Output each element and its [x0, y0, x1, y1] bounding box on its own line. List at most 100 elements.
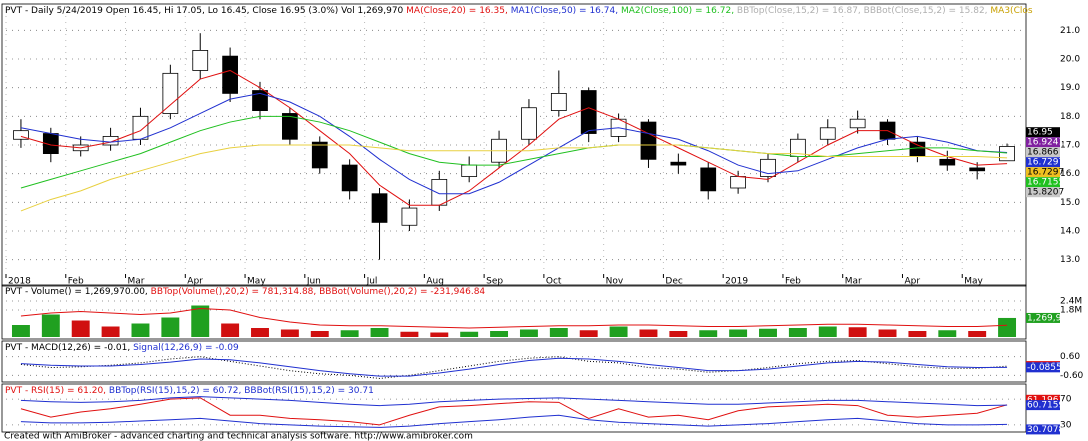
- candle-body: [819, 127, 836, 140]
- panel-header: PVT - RSI(15) = 61.20, BBTop(RSI(15),15,…: [5, 386, 374, 396]
- y-tick-label: 70: [1060, 395, 1072, 405]
- volume-bar: [490, 331, 509, 337]
- value-tag-label: 16.95: [1027, 128, 1053, 138]
- header-part: MA2(Close,100) = 16.72,: [621, 6, 737, 16]
- volume-bar: [161, 317, 180, 337]
- value-tag: [1026, 177, 1060, 188]
- y-tick-label: 21.0: [1060, 26, 1080, 36]
- volume-bar: [878, 329, 897, 337]
- volume-bar: [818, 326, 837, 337]
- volume-bar: [549, 328, 568, 337]
- value-tag: [1026, 167, 1060, 178]
- candle-body: [431, 178, 448, 206]
- header-part: BBTop(RSI(15),15,2) = 60.72,: [109, 386, 244, 396]
- volume-bar: [400, 331, 419, 337]
- candle-body: [461, 164, 478, 177]
- value-tag-label: 16.866: [1027, 148, 1059, 158]
- header-part: MA1(Close,50) = 16.74,: [511, 6, 621, 16]
- series-line: [20, 397, 1008, 426]
- header-part: BBBot(Volume(),20,2) = -231,946.84: [319, 287, 485, 297]
- series-line: [20, 414, 1008, 428]
- header-part: MA(Close,20) = 16.35,: [406, 6, 511, 16]
- header-part: PVT - Volume() = 1,269,970.00,: [5, 287, 151, 297]
- volume-bar: [669, 331, 688, 337]
- volume-bar: [460, 331, 479, 337]
- candle-body: [939, 158, 956, 166]
- header-part: Signal(12,26,9) = -0.09: [133, 343, 239, 353]
- volume-bar: [848, 327, 867, 337]
- y-tick-label: -0.60: [1060, 371, 1084, 381]
- candle-body: [252, 90, 268, 111]
- header-part: BBTop(Close,15,2) = 16.87, BBBot(Close,1…: [737, 6, 990, 16]
- x-tick-label: Aug: [426, 277, 444, 287]
- x-tick-label: Nov: [606, 277, 624, 287]
- series-line: [20, 92, 1008, 195]
- candle-body: [311, 141, 328, 169]
- volume-bar: [41, 314, 60, 337]
- header-part: MA3(Clos: [990, 6, 1032, 16]
- y-tick-label: 20.0: [1060, 55, 1080, 65]
- volume-bar: [131, 323, 150, 337]
- series-line: [20, 307, 1008, 329]
- candle-body: [909, 141, 926, 157]
- y-tick-label: 16.0: [1060, 169, 1080, 179]
- value-tag-label: 15.8207: [1027, 188, 1064, 198]
- candle-body: [132, 115, 149, 140]
- volume-bar: [71, 320, 90, 337]
- y-tick-label: 17.0: [1060, 141, 1080, 151]
- x-tick-label: May: [964, 277, 983, 287]
- y-tick-label: 1.8M: [1060, 306, 1082, 316]
- x-tick-label: Dec: [665, 277, 682, 287]
- volume-bar: [191, 305, 210, 337]
- y-tick-label: 19.0: [1060, 83, 1080, 93]
- value-tag: [1026, 157, 1060, 168]
- volume-bar: [998, 317, 1017, 337]
- x-tick-label: Jul: [366, 277, 378, 287]
- header-part: BBTop(Volume(),20,2) = 781,314.88,: [151, 287, 319, 297]
- candle-body: [730, 176, 746, 189]
- volume-bar: [310, 331, 329, 337]
- y-tick-label: 0.60: [1060, 352, 1080, 362]
- volume-bar: [11, 325, 30, 337]
- value-tag: [1026, 187, 1060, 198]
- series-line: [20, 115, 1008, 189]
- volume-bar: [430, 332, 449, 337]
- candle-body: [521, 107, 537, 140]
- candle-body: [550, 93, 567, 112]
- volume-bar: [370, 328, 389, 337]
- volume-bar: [938, 330, 957, 337]
- volume-bar: [340, 330, 359, 337]
- candle-body: [102, 135, 119, 146]
- value-tag-label: 30.7078: [1027, 425, 1064, 435]
- volume-bar: [221, 323, 240, 337]
- y-tick-label: 15.0: [1060, 198, 1080, 208]
- volume-bar: [579, 330, 598, 337]
- x-tick-label: Mar: [845, 277, 862, 287]
- value-tag: [1026, 362, 1060, 373]
- volume-bar: [729, 329, 748, 337]
- y-tick-label: 14.0: [1060, 227, 1080, 237]
- candle-body: [13, 130, 29, 140]
- header-part: BBBot(RSI(15),15,2) = 30.71: [244, 386, 374, 396]
- header-part: PVT - MACD(12,26) = -0.01,: [5, 343, 133, 353]
- value-tag-label: 16.9241: [1027, 138, 1064, 148]
- x-tick-label: Feb: [68, 277, 84, 287]
- panel-header: PVT - MACD(12,26) = -0.01, Signal(12,26,…: [5, 343, 239, 353]
- volume-bar: [101, 326, 120, 337]
- header-part: PVT - Daily 5/24/2019 Open 16.45, Hi 17.…: [5, 6, 406, 16]
- y-tick-label: 13.0: [1060, 255, 1080, 265]
- volume-bar: [519, 329, 538, 337]
- x-tick-label: Feb: [785, 277, 801, 287]
- x-tick-label: 2018: [8, 277, 31, 287]
- series-line: [20, 396, 1008, 407]
- x-tick-label: May: [247, 277, 266, 287]
- footer: Created with AmiBroker - advanced charti…: [4, 432, 473, 441]
- value-tag: [1026, 424, 1060, 435]
- x-tick-label: Jun: [306, 277, 321, 287]
- y-tick-label: 30: [1060, 420, 1072, 430]
- volume-bar: [609, 326, 628, 337]
- candle-body: [282, 113, 298, 140]
- volume-bar: [639, 329, 658, 337]
- series-line: [20, 69, 1008, 206]
- candle-body: [640, 121, 657, 160]
